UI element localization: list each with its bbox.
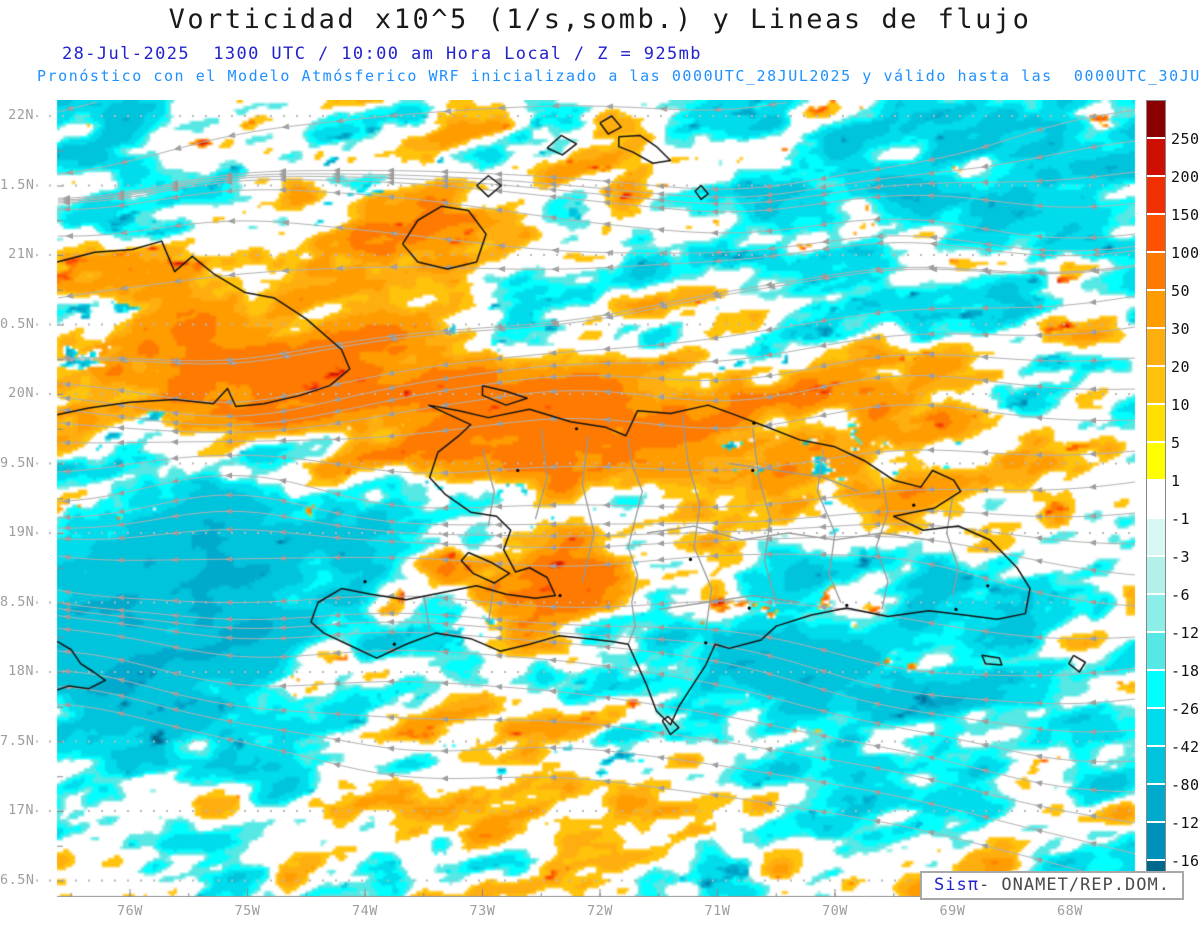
colorbar-label: 20 — [1171, 358, 1191, 376]
colorbar-label: 100 — [1171, 244, 1200, 262]
colorbar-label: 30 — [1171, 320, 1191, 338]
colorbar-label: -1 — [1171, 510, 1191, 528]
lon-label: 72W — [587, 903, 613, 919]
lat-label: 21N — [8, 246, 34, 262]
lat-label: 6.5N — [0, 871, 35, 888]
colorbar-segment — [1147, 823, 1165, 859]
lat-label: 22N — [8, 107, 34, 123]
watermark-text: - ONAMET/REP.DOM. — [978, 875, 1170, 895]
colorbar-segment — [1147, 785, 1165, 821]
colorbar-segment — [1147, 671, 1165, 707]
watermark-brand: Sisπ — [934, 875, 979, 895]
colorbar-segment — [1147, 633, 1165, 669]
colorbar-label: 5 — [1171, 434, 1181, 452]
lat-label: 7.5N — [0, 732, 35, 749]
lat-label: 1.5N — [0, 176, 35, 193]
colorbar-label: 150 — [1171, 206, 1200, 224]
colorbar-segment — [1147, 329, 1165, 365]
vorticity-field-canvas — [36, 100, 1136, 897]
colorbar-label: -120 — [1171, 814, 1200, 832]
colorbar-label: -80 — [1171, 776, 1200, 794]
lat-label: 0.5N — [0, 315, 35, 332]
lon-label: 68W — [1057, 903, 1083, 919]
colorbar-segment — [1147, 557, 1165, 593]
colorbar-segment — [1147, 519, 1165, 555]
forecast-validity-line: Pronóstico con el Modelo Atmósferico WRF… — [37, 67, 1200, 85]
colorbar-label: 10 — [1171, 396, 1191, 414]
colorbar-label: -18 — [1171, 662, 1200, 680]
lat-label: 8.5N — [0, 593, 35, 610]
colorbar-label: -6 — [1171, 586, 1191, 604]
page-title: Vorticidad x10^5 (1/s,somb.) y Lineas de… — [168, 4, 1032, 35]
colorbar-label: -42 — [1171, 738, 1200, 756]
colorbar-segment — [1147, 405, 1165, 441]
colorbar-segment — [1147, 709, 1165, 745]
colorbar-label: 1 — [1171, 472, 1181, 490]
colorbar-label: 50 — [1171, 282, 1191, 300]
colorbar-segment — [1147, 443, 1165, 479]
colorbar-segment — [1147, 747, 1165, 783]
lat-label: 18N — [8, 663, 34, 679]
lon-label: 74W — [352, 903, 378, 919]
colorbar-label: -26 — [1171, 700, 1200, 718]
lon-label: 73W — [469, 903, 496, 919]
colorbar-segment — [1147, 101, 1165, 137]
colorbar-segment — [1147, 139, 1165, 175]
colorbar-segment — [1147, 253, 1165, 289]
lat-label: 20N — [8, 385, 34, 401]
lat-label: 19N — [8, 524, 34, 540]
colorbar-segment — [1147, 291, 1165, 327]
colorbar-label: -12 — [1171, 624, 1200, 642]
colorbar-segment — [1147, 177, 1165, 213]
lon-label: 69W — [939, 903, 966, 919]
colorbar-label: -3 — [1171, 548, 1191, 566]
lon-label: 71W — [704, 903, 731, 919]
colorbar-segment — [1147, 481, 1165, 517]
colorbar-label: 250 — [1171, 130, 1200, 148]
datetime-line: 28-Jul-2025 1300 UTC / 10:00 am Hora Loc… — [62, 44, 702, 64]
lat-label: 9.5N — [0, 454, 35, 471]
colorbar-segment — [1147, 595, 1165, 631]
lon-label: 75W — [234, 903, 261, 919]
lat-label: 17N — [8, 802, 34, 818]
colorbar-segment — [1147, 367, 1165, 403]
lon-label: 76W — [117, 903, 143, 919]
colorbar-label: -160 — [1171, 852, 1200, 870]
lon-label: 70W — [822, 903, 848, 919]
colorbar-segment — [1147, 215, 1165, 251]
colorbar-label: 200 — [1171, 168, 1200, 186]
watermark-box: Sisπ- ONAMET/REP.DOM. — [920, 871, 1184, 900]
